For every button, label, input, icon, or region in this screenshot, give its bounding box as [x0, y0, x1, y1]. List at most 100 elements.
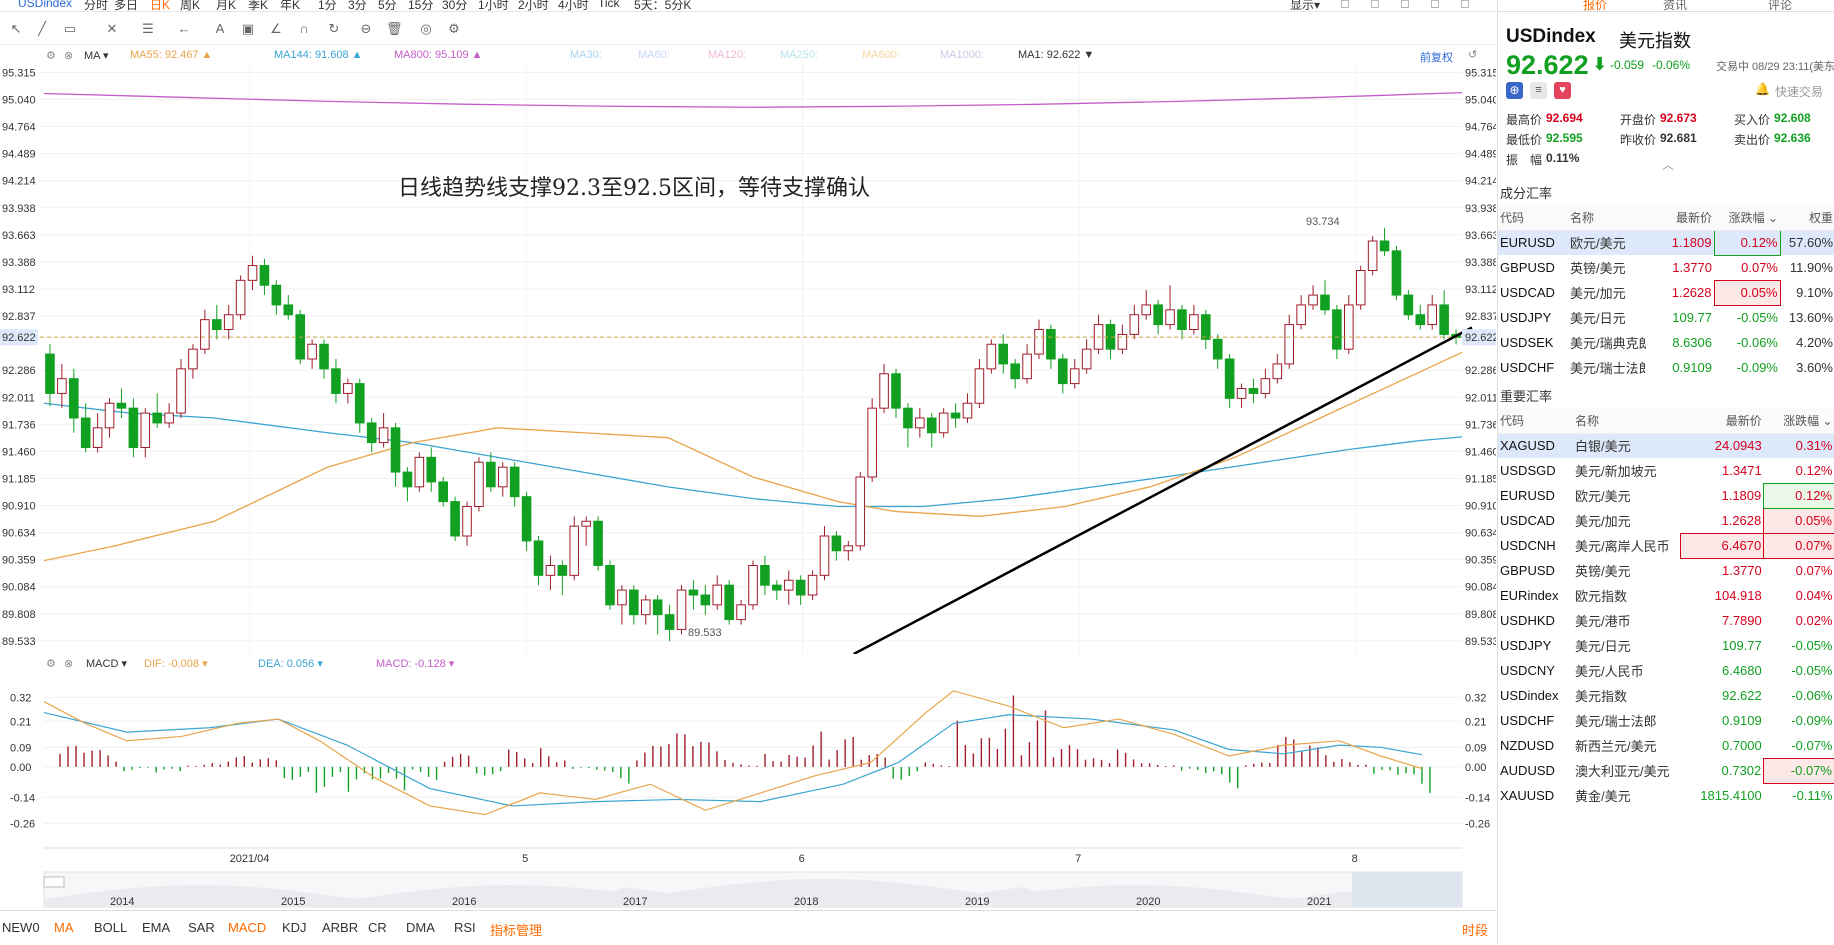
- column-header[interactable]: 权重: [1780, 205, 1834, 231]
- period-tab[interactable]: 1分: [318, 0, 337, 12]
- table-row[interactable]: XAGUSD 白银/美元 24.0943 0.31%: [1498, 433, 1834, 458]
- table-row[interactable]: USDJPY 美元/日元 109.77 -0.05%: [1498, 633, 1834, 658]
- column-header[interactable]: 最新价: [1646, 205, 1714, 231]
- period-tab[interactable]: 年K: [280, 0, 301, 12]
- indicator-tab[interactable]: CR: [368, 920, 387, 935]
- period-tab[interactable]: 2小时: [518, 0, 549, 12]
- period-tab[interactable]: 4小时: [558, 0, 589, 12]
- period-tab[interactable]: 30分: [442, 0, 468, 12]
- pen-icon[interactable]: ◻: [1430, 0, 1440, 10]
- trash-icon[interactable]: 🗑: [386, 21, 403, 36]
- fast-trade-button[interactable]: 快速交易: [1775, 85, 1824, 99]
- panel-tab[interactable]: 报价: [1583, 0, 1608, 12]
- indicator-tab[interactable]: ARBR: [322, 920, 359, 935]
- table-row[interactable]: EURUSD 欧元/美元 1.1809 0.12% 57.60%: [1498, 229, 1834, 256]
- column-header[interactable]: 名称: [1573, 408, 1681, 434]
- indicator-tab[interactable]: 指标管理: [490, 923, 543, 938]
- trend-line[interactable]: [853, 326, 1473, 654]
- table-row[interactable]: AUDUSD 澳大利亚元/美元 0.7302 -0.07%: [1498, 757, 1834, 784]
- lock-icon[interactable]: ⊖: [360, 21, 372, 36]
- gear-icon[interactable]: ⚙: [46, 658, 56, 670]
- table-row[interactable]: USDCAD 美元/加元 1.2628 0.05% 9.10%: [1498, 279, 1834, 306]
- checkbox-icon[interactable]: ◻: [1370, 0, 1380, 10]
- table-row[interactable]: USDCNH 美元/离岸人民币 6.4670 0.07%: [1498, 532, 1834, 559]
- table-row[interactable]: USDCNY 美元/人民币 6.4680 -0.05%: [1498, 658, 1834, 683]
- table-row[interactable]: USDHKD 美元/港币 7.7890 0.02%: [1498, 608, 1834, 633]
- adjust-mode[interactable]: 前复权: [1420, 52, 1453, 64]
- table-row[interactable]: XAUUSD 黄金/美元 1815.4100 -0.11%: [1498, 783, 1834, 808]
- column-header[interactable]: 代码: [1498, 205, 1568, 231]
- indicator-tab[interactable]: KDJ: [282, 920, 307, 935]
- period-tab[interactable]: 5分: [378, 0, 397, 12]
- reset-icon[interactable]: ↺: [1468, 49, 1478, 61]
- column-header[interactable]: 涨跌幅 ⌄: [1763, 408, 1834, 434]
- period-tab[interactable]: 5天：5分K: [634, 0, 692, 12]
- gear-icon[interactable]: ◻: [1340, 0, 1350, 10]
- settings-icon[interactable]: ⚙: [448, 21, 460, 36]
- text-icon[interactable]: A: [215, 21, 225, 36]
- period-tab[interactable]: 15分: [408, 0, 434, 12]
- indicator-tab[interactable]: NEW0: [2, 920, 40, 935]
- table-row[interactable]: USDCHF 美元/瑞士法郎 0.9109 -0.09% 3.60%: [1498, 355, 1834, 380]
- column-header[interactable]: 代码: [1498, 408, 1574, 434]
- table-row[interactable]: NZDUSD 新西兰元/美元 0.7000 -0.07%: [1498, 733, 1834, 758]
- eye-icon[interactable]: ◎: [420, 21, 432, 36]
- favorite-icon[interactable]: ♥: [1554, 82, 1571, 99]
- rect-icon[interactable]: ▭: [63, 21, 77, 36]
- indicator-tab[interactable]: DMA: [406, 920, 435, 935]
- ma-indicator-label[interactable]: MA ▾: [84, 50, 109, 62]
- symbol-label[interactable]: USDindex: [18, 0, 73, 10]
- layout-icon[interactable]: ◻: [1400, 0, 1410, 10]
- table-row[interactable]: EURindex 欧元指数 104.918 0.04%: [1498, 583, 1834, 608]
- list-icon[interactable]: ≡: [1530, 82, 1547, 99]
- comment-icon[interactable]: ▣: [241, 21, 255, 36]
- globe-icon[interactable]: ⊕: [1506, 82, 1523, 99]
- table-row[interactable]: GBPUSD 英镑/美元 1.3770 0.07%: [1498, 558, 1834, 583]
- refresh-icon[interactable]: ↻: [328, 21, 340, 36]
- ruler-icon[interactable]: ∠: [270, 21, 282, 36]
- table-row[interactable]: USDJPY 美元/日元 109.77 -0.05% 13.60%: [1498, 305, 1834, 330]
- period-tab[interactable]: 分时: [84, 0, 109, 12]
- close-icon[interactable]: ⊗: [64, 658, 74, 670]
- bell-icon[interactable]: 🔔: [1755, 82, 1770, 96]
- indicator-tab[interactable]: SAR: [188, 920, 215, 935]
- table-row[interactable]: USDSEK 美元/瑞典克朗 8.6306 -0.06% 4.20%: [1498, 330, 1834, 355]
- period-tab[interactable]: 月K: [216, 0, 237, 12]
- table-row[interactable]: USDCAD 美元/加元 1.2628 0.05%: [1498, 507, 1834, 534]
- indicator-tab[interactable]: MACD: [228, 920, 267, 935]
- table-row[interactable]: USDSGD 美元/新加坡元 1.3471 0.12%: [1498, 458, 1834, 483]
- table-row[interactable]: USDCHF 美元/瑞士法郎 0.9109 -0.09%: [1498, 708, 1834, 733]
- pointer-icon[interactable]: ↖: [10, 21, 22, 36]
- indicator-tab[interactable]: MA: [54, 920, 74, 935]
- cross-icon[interactable]: ✕: [106, 21, 118, 36]
- table-row[interactable]: USDindex 美元指数 92.622 -0.06%: [1498, 683, 1834, 708]
- period-tab[interactable]: Tick: [598, 0, 620, 10]
- panel-tab[interactable]: 资讯: [1663, 0, 1688, 12]
- arrow-icon[interactable]: ←: [177, 21, 191, 36]
- expand-icon[interactable]: ◻: [1460, 0, 1470, 10]
- period-tab[interactable]: 季K: [248, 0, 269, 12]
- candlestick-chart[interactable]: 93.734 89.533 95.315 95.315 95.040 95.040 94.7…: [0, 64, 1496, 654]
- collapse-icon[interactable]: ︿: [1662, 158, 1675, 172]
- line-icon[interactable]: ╱: [38, 21, 46, 36]
- panel-tab[interactable]: 评论: [1768, 0, 1793, 12]
- table-row[interactable]: GBPUSD 英镑/美元 1.3770 0.07% 11.90%: [1498, 255, 1834, 280]
- navigator-window[interactable]: [1352, 872, 1462, 907]
- column-header[interactable]: 最新价: [1680, 408, 1764, 434]
- close-icon[interactable]: ⊗: [64, 50, 74, 62]
- period-tab[interactable]: 1小时: [478, 0, 509, 12]
- session-button[interactable]: 时段: [1462, 923, 1489, 938]
- period-tab[interactable]: 周K: [180, 0, 201, 12]
- period-tab[interactable]: 日K: [150, 0, 171, 12]
- fib-icon[interactable]: ☰: [142, 21, 154, 36]
- period-tab[interactable]: 多日: [114, 0, 139, 12]
- table-row[interactable]: EURUSD 欧元/美元 1.1809 0.12%: [1498, 482, 1834, 509]
- macd-chart[interactable]: 0.32 0.32 0.21 0.21 0.09 0.09 0.00 0.00 -0.14 -0.…: [0, 672, 1496, 908]
- magnet-icon[interactable]: ∩: [299, 21, 309, 36]
- gear-icon[interactable]: ⚙: [46, 50, 56, 62]
- navigator-handle[interactable]: [43, 876, 65, 888]
- column-header[interactable]: 名称: [1568, 205, 1646, 231]
- indicator-tab[interactable]: EMA: [142, 920, 171, 935]
- indicator-tab[interactable]: BOLL: [94, 920, 128, 935]
- period-tab[interactable]: 3分: [348, 0, 367, 12]
